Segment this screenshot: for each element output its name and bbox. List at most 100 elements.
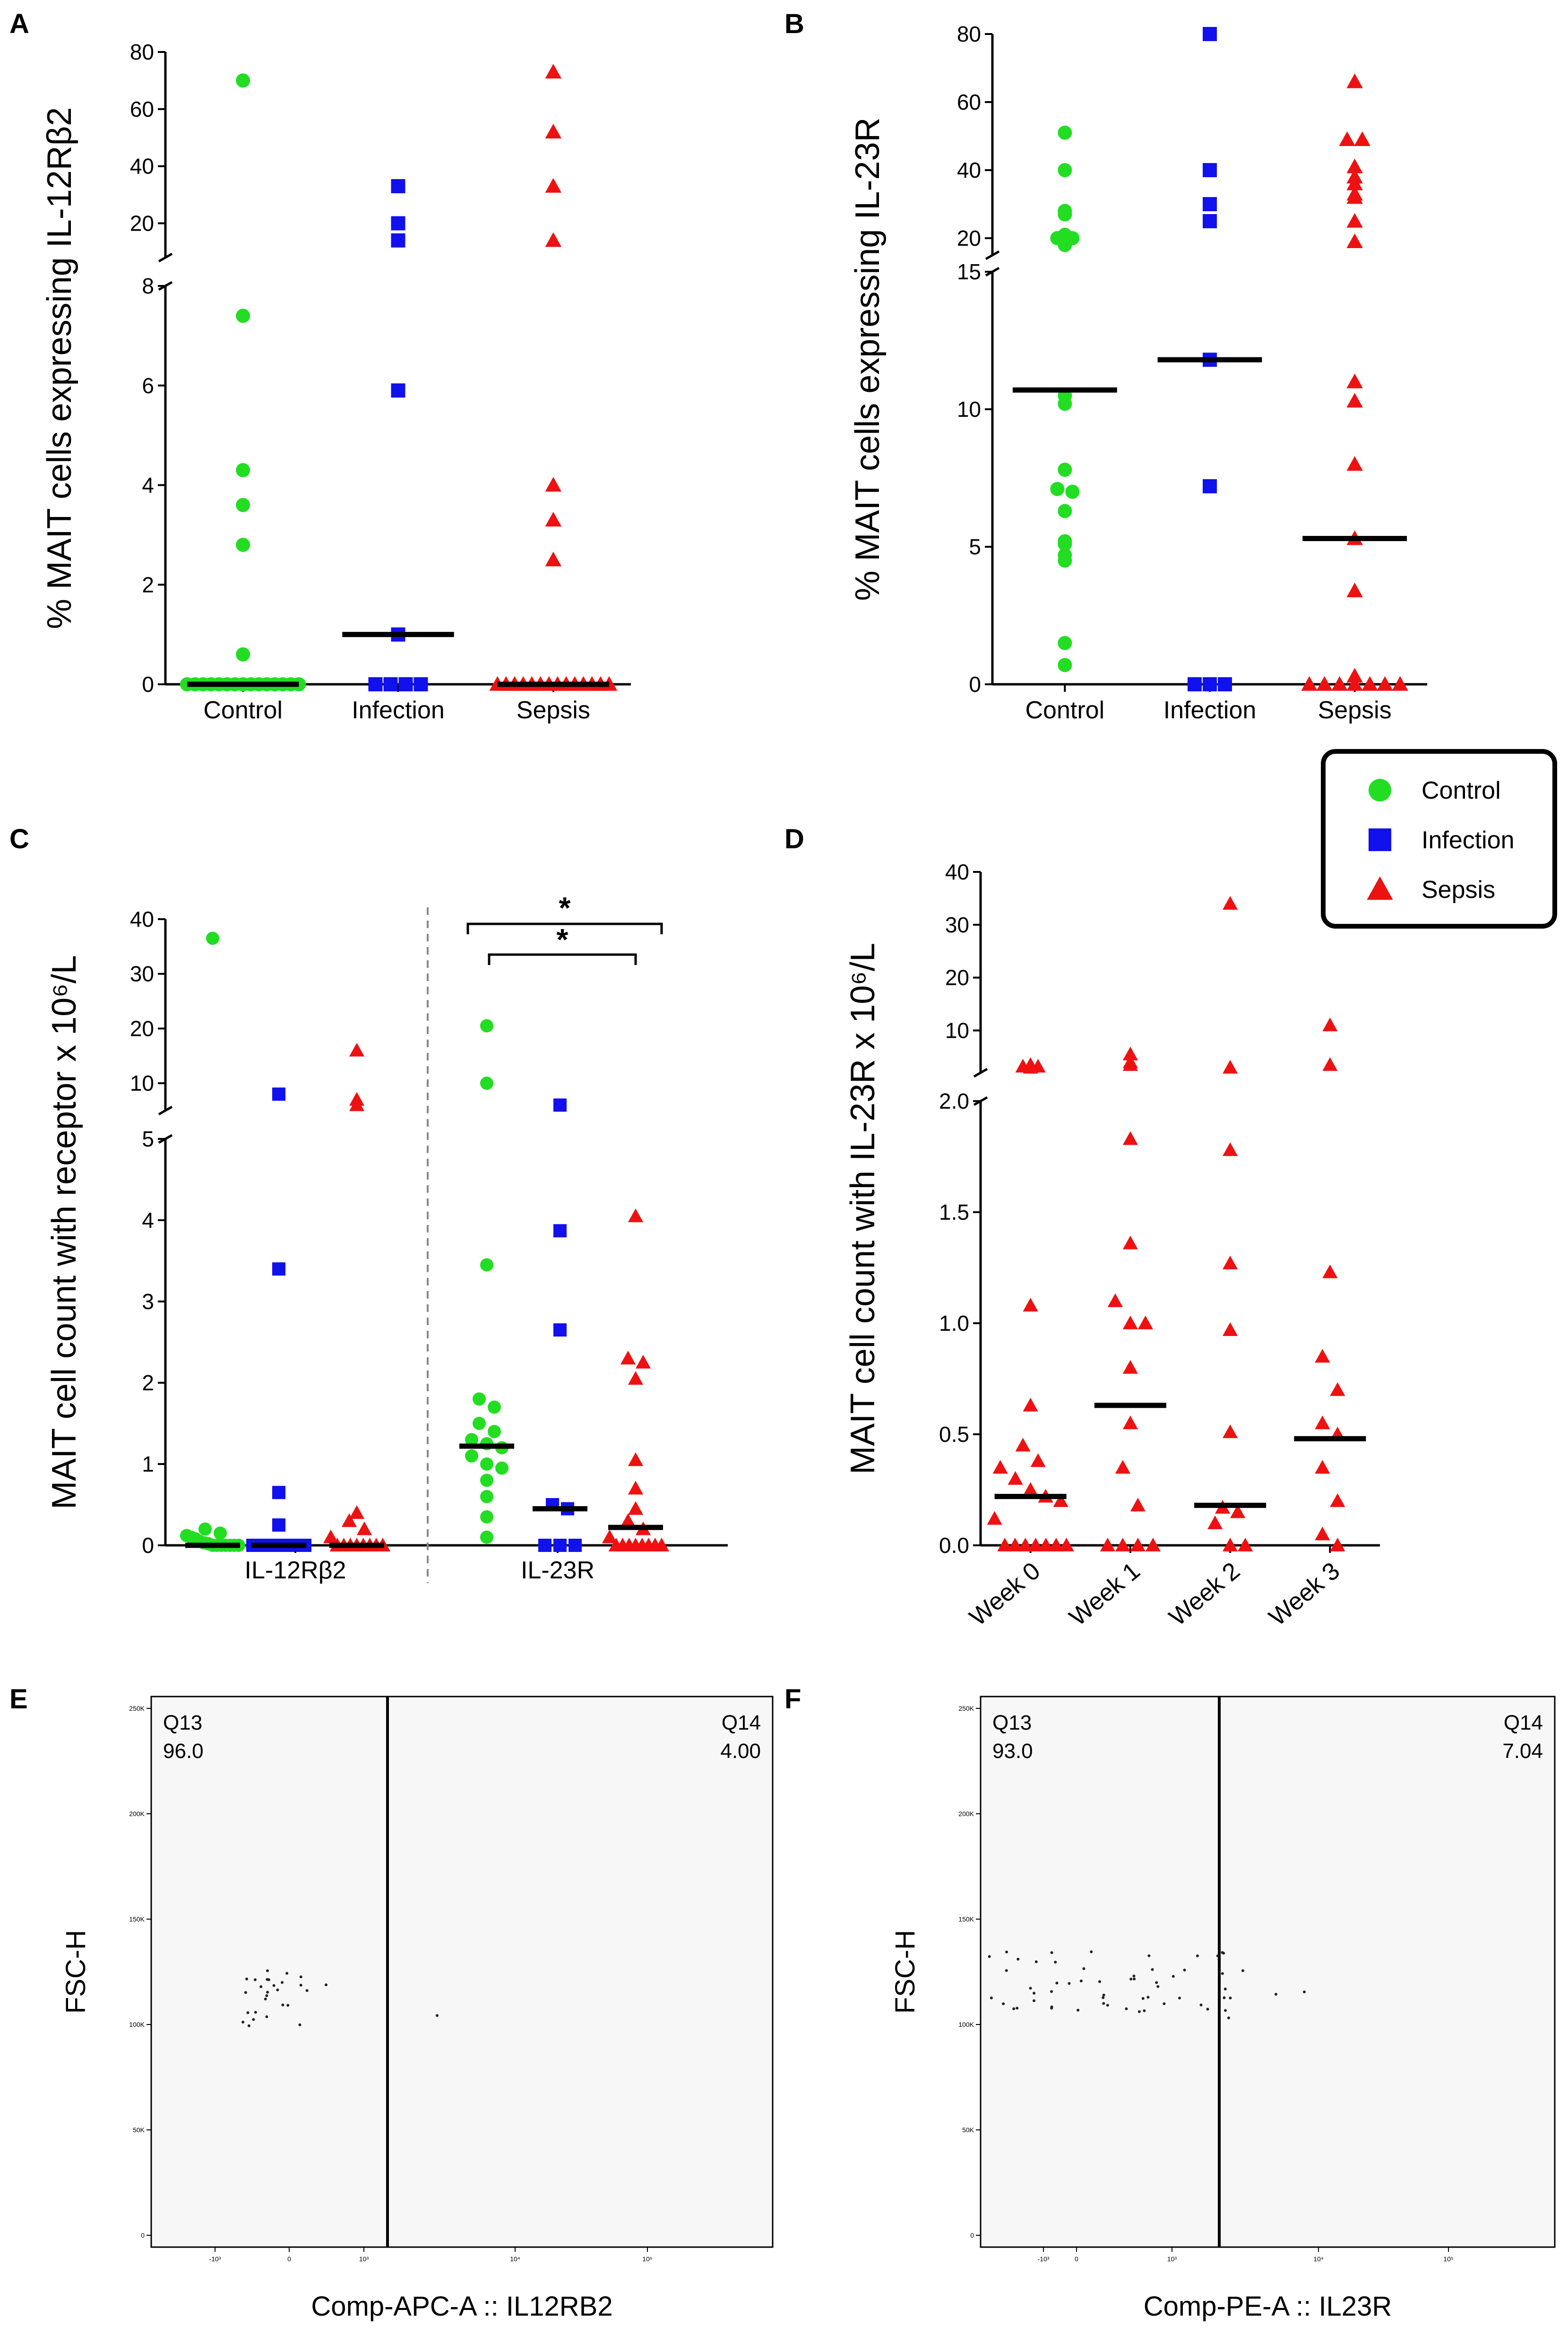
event-dot (244, 1991, 247, 1994)
y-tick-label: 1.5 (939, 1200, 969, 1224)
event-dot (1005, 1950, 1008, 1954)
data-point (1058, 504, 1072, 518)
event-dot (1098, 1980, 1102, 1983)
data-point (1346, 393, 1363, 408)
event-dot (1178, 1996, 1181, 1999)
data-point (488, 1425, 501, 1439)
data-point (206, 931, 219, 945)
data-point (628, 1452, 644, 1466)
event-dot (1216, 1954, 1219, 1957)
panel-letter: C (9, 824, 29, 854)
data-point (545, 178, 562, 193)
y-tick-label: 4 (142, 1208, 154, 1232)
data-point (391, 233, 405, 248)
y-axis-label: FSC-H (60, 1930, 91, 2014)
event-dot (1050, 1990, 1053, 1993)
event-dot (1068, 1982, 1071, 1985)
data-point (1115, 1460, 1130, 1474)
y-tick-label: 60 (130, 97, 154, 121)
data-point (1058, 163, 1072, 177)
event-dot (1146, 1996, 1150, 1999)
event-dot (1172, 1975, 1175, 1978)
panel-a: A 0 2 4 6 8 20 40 60 80 % MAIT cells expressing IL… (9, 9, 631, 724)
event-dot (1155, 1981, 1158, 1984)
data-point (1023, 1298, 1038, 1312)
x-tick-label: Week 3 (1264, 1557, 1345, 1631)
x-tick-label: 10⁵ (1443, 2255, 1453, 2263)
event-dot (259, 1985, 263, 1989)
data-point (465, 1449, 478, 1463)
gate-value: 7.04 (1502, 1740, 1543, 1763)
data-point (349, 1505, 365, 1519)
data-point (1354, 131, 1370, 146)
y-tick-label: 100K (958, 2021, 974, 2028)
data-point (272, 1087, 285, 1101)
y-tick-label: 4 (142, 473, 154, 498)
event-dot (299, 1983, 302, 1987)
data-point (1346, 456, 1363, 471)
group-label: IL-23R (521, 1557, 594, 1584)
data-point (1223, 1142, 1238, 1156)
event-dot (1050, 1951, 1053, 1954)
y-tick-label: 0 (969, 672, 981, 697)
data-point (997, 1537, 1013, 1551)
data-point (214, 1526, 227, 1540)
event-dot (285, 1972, 289, 1975)
data-point (1130, 1537, 1146, 1551)
data-point (1346, 169, 1363, 184)
event-dot (1102, 2002, 1105, 2005)
event-dot (1079, 1979, 1083, 1982)
data-point (1115, 1537, 1130, 1551)
event-dot (298, 2023, 302, 2026)
event-dot (1132, 1974, 1136, 1978)
significance-star: * (559, 891, 571, 925)
data-point (398, 677, 413, 691)
event-dot (1275, 1993, 1277, 1996)
event-dot (325, 1983, 327, 1986)
panel-letter: A (9, 9, 29, 39)
data-point (1346, 213, 1363, 228)
panel-letter: F (784, 1684, 801, 1715)
y-tick-label: 8 (142, 274, 154, 298)
data-point (1207, 1515, 1223, 1529)
data-point (1238, 1537, 1253, 1551)
event-dot (1102, 1993, 1105, 1997)
data-point (602, 1529, 618, 1543)
event-dot (1055, 1982, 1059, 1985)
data-point (628, 1481, 644, 1495)
y-tick-label: 1.0 (939, 1311, 969, 1336)
data-point (1122, 1315, 1138, 1329)
event-dot (245, 1977, 249, 1981)
data-point (553, 1224, 567, 1238)
event-dot (264, 1998, 267, 2001)
y-tick-label: 30 (130, 962, 154, 986)
event-dot (1223, 1987, 1227, 1990)
data-point (198, 1522, 212, 1536)
y-tick-label: 15 (957, 259, 981, 284)
data-point (236, 309, 250, 323)
data-point (1346, 582, 1363, 597)
y-tick-label: 10 (945, 1018, 969, 1043)
event-dot (1106, 2004, 1109, 2007)
data-point (1107, 1293, 1123, 1307)
y-tick-label: 50K (133, 2126, 145, 2134)
data-point (1331, 676, 1348, 691)
group-label: IL-12Rβ2 (245, 1557, 346, 1584)
flow-plot-area (150, 1696, 774, 2248)
data-point (1188, 677, 1202, 691)
data-point (480, 1457, 493, 1471)
data-point (236, 73, 250, 88)
data-point (1015, 1438, 1031, 1452)
event-dot (1241, 1969, 1244, 1972)
event-dot (1156, 1985, 1160, 1988)
significance-star: * (557, 922, 569, 956)
data-point (1122, 1235, 1138, 1249)
data-point (1223, 1256, 1238, 1269)
data-point (1023, 1482, 1038, 1496)
y-tick-label: 6 (142, 373, 154, 398)
data-point (1203, 677, 1217, 691)
data-point (1330, 1537, 1345, 1551)
data-point (635, 1354, 651, 1369)
event-dot (1029, 1987, 1032, 1990)
data-point (473, 1417, 486, 1430)
